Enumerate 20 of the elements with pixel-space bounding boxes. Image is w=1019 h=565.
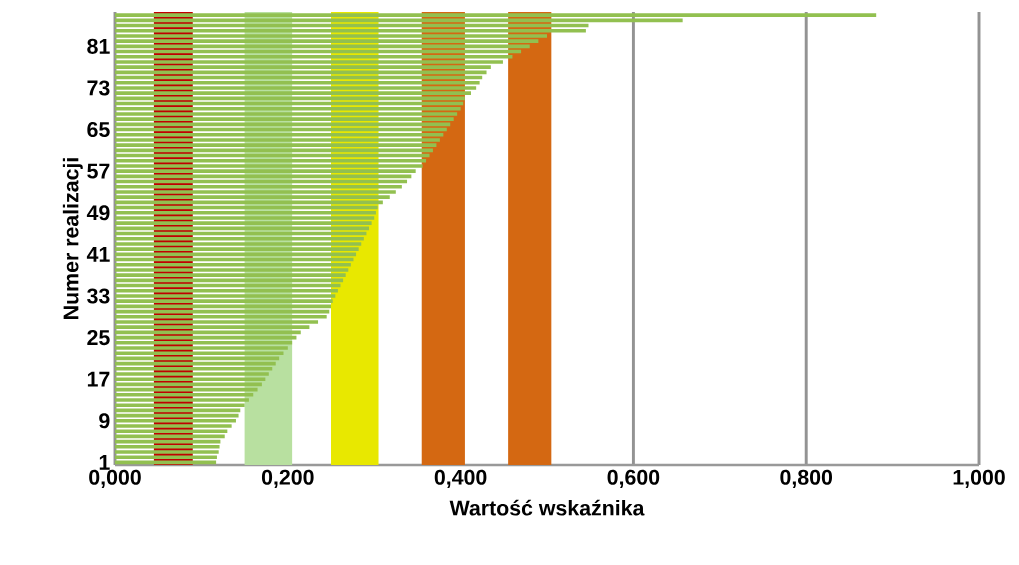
y-tick-label: 9 bbox=[99, 413, 110, 429]
x-tick-label: 0,800 bbox=[780, 469, 833, 488]
x-tick-label: 0,600 bbox=[607, 469, 660, 488]
y-tick-label: 57 bbox=[87, 163, 110, 179]
bar bbox=[115, 13, 877, 17]
y-tick-label: 65 bbox=[87, 122, 110, 138]
x-tick-label: 0,400 bbox=[434, 469, 487, 488]
y-tick-label: 33 bbox=[87, 288, 110, 304]
y-axis-title: Numer realizacji bbox=[62, 158, 83, 319]
x-tick-label: 0,000 bbox=[89, 469, 141, 488]
x-tick-label: 1,000 bbox=[953, 469, 1005, 488]
x-tick-label: 0,200 bbox=[261, 469, 314, 488]
y-tick-label: 49 bbox=[86, 205, 110, 221]
y-tick-label: 81 bbox=[87, 38, 110, 54]
y-tick-label: 25 bbox=[87, 330, 110, 346]
x-axis-title: Wartość wskaźnika bbox=[449, 499, 645, 516]
y-tick-label: 73 bbox=[87, 80, 110, 96]
y-tick-label: 1 bbox=[99, 455, 110, 470]
y-tick-label: 17 bbox=[87, 371, 110, 387]
y-tick-label: 41 bbox=[86, 247, 110, 262]
